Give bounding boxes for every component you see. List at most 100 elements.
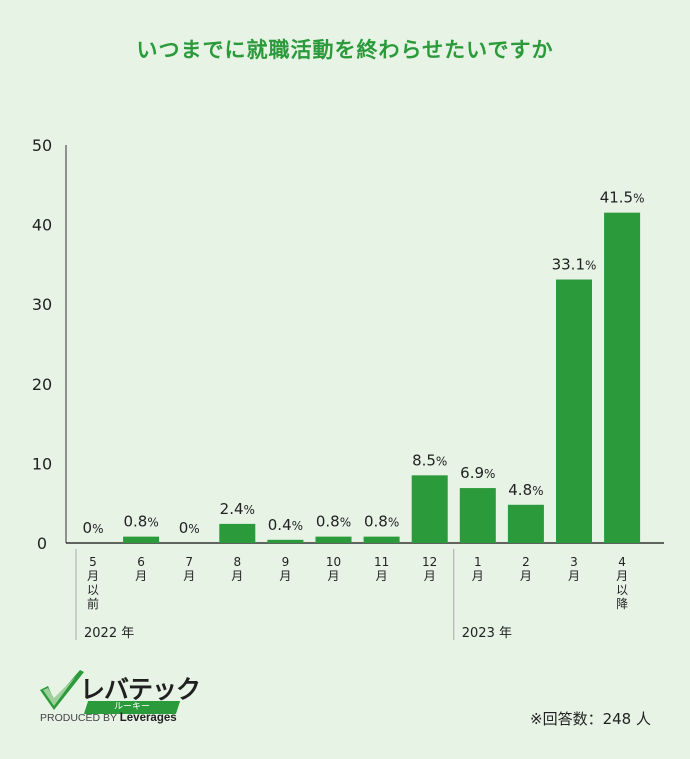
- data-label-value: 0.8: [123, 513, 147, 531]
- x-tick-line: 3: [570, 555, 578, 569]
- bar: [411, 475, 448, 543]
- data-label-suffix: %: [244, 503, 255, 517]
- data-label-suffix: %: [633, 192, 644, 206]
- checkmark-logo-icon: [40, 670, 84, 710]
- levtech-rookie-logo: レバテック ルーキー PRODUCED BY Leverages: [40, 670, 201, 730]
- x-tick-line: 前: [87, 596, 99, 611]
- bar: [363, 536, 400, 543]
- data-label-suffix: %: [92, 522, 103, 536]
- data-label-suffix: %: [585, 259, 596, 273]
- data-label-value: 0: [179, 519, 189, 537]
- x-tick-line: 月: [135, 569, 147, 583]
- data-label-suffix: %: [484, 467, 495, 481]
- data-label-value: 6.9: [460, 464, 484, 482]
- x-tick-line: 4: [618, 555, 626, 569]
- x-tick-line: 月: [183, 569, 195, 583]
- x-tick-line: 6: [137, 555, 145, 569]
- data-label: 4.8%: [508, 481, 543, 499]
- x-tick-line: 月: [424, 569, 436, 583]
- data-label-value: 0.4: [268, 516, 292, 534]
- year-group-label: 2022 年: [84, 626, 134, 641]
- x-tick-line: 月: [472, 569, 484, 583]
- x-tick-line: 月: [327, 569, 339, 583]
- data-label: 0.8%: [316, 513, 351, 531]
- data-label-suffix: %: [532, 484, 543, 498]
- data-label-suffix: %: [436, 454, 447, 468]
- data-label: 8.5%: [412, 451, 447, 469]
- data-label-suffix: %: [388, 516, 399, 530]
- x-tick-line: 月: [376, 569, 388, 583]
- data-label-suffix: %: [292, 519, 303, 533]
- bar: [459, 488, 496, 543]
- data-label-value: 4.8: [508, 481, 532, 499]
- x-tick-label: 4 月以降: [616, 555, 628, 611]
- data-label: 0%: [179, 519, 200, 537]
- data-label: 0.8%: [364, 513, 399, 531]
- x-tick-label: 5 月以前: [87, 555, 99, 611]
- x-tick-line: 12: [422, 555, 437, 569]
- data-label: 33.1%: [552, 256, 597, 274]
- bar: [315, 536, 352, 543]
- chart-title: いつまでに就職活動を終わらせたいですか: [136, 38, 554, 62]
- x-tick-line: 5: [89, 555, 97, 569]
- data-label-value: 0: [83, 519, 93, 537]
- data-label-suffix: %: [340, 516, 351, 530]
- x-tick-line: 以: [616, 583, 628, 597]
- data-label-value: 2.4: [220, 500, 244, 518]
- logo-produced-by: PRODUCED BY Leverages: [40, 712, 177, 724]
- x-tick-line: 9: [282, 555, 290, 569]
- data-label: 2.4%: [220, 500, 255, 518]
- x-tick-label: 11 月: [374, 555, 389, 583]
- x-tick-line: 月: [87, 569, 99, 583]
- bar: [219, 523, 256, 543]
- data-label: 0%: [83, 519, 104, 537]
- x-tick-line: 8: [233, 555, 241, 569]
- data-label-suffix: %: [188, 522, 199, 536]
- x-tick-line: 以: [87, 583, 99, 597]
- bar: [604, 212, 641, 543]
- x-tick-line: 1: [474, 555, 482, 569]
- x-tick-line: 月: [568, 569, 580, 583]
- y-tick-label: 0: [37, 534, 47, 553]
- y-tick-label: 10: [32, 454, 52, 473]
- x-tick-line: 7: [185, 555, 193, 569]
- company-name: Leverages: [119, 712, 177, 724]
- x-tick-line: 月: [616, 569, 628, 583]
- data-label-value: 41.5: [600, 189, 633, 207]
- year-group-label: 2023 年: [462, 626, 512, 641]
- x-tick-line: 11: [374, 555, 389, 569]
- produced-by-text: PRODUCED BY: [40, 712, 117, 724]
- x-tick-line: 2: [522, 555, 530, 569]
- logo-brand: レバテック: [80, 675, 201, 704]
- y-tick-label: 40: [32, 216, 52, 235]
- data-label: 0.8%: [123, 513, 158, 531]
- y-tick-label: 30: [32, 295, 52, 314]
- x-tick-line: 月: [520, 569, 532, 583]
- x-tick-line: 月: [231, 569, 243, 583]
- x-tick-line: 降: [616, 597, 628, 611]
- data-label: 41.5%: [600, 189, 645, 207]
- y-tick-label: 50: [32, 136, 52, 155]
- x-tick-label: 12 月: [422, 555, 437, 583]
- bar: [507, 504, 544, 543]
- x-tick-line: 月: [279, 569, 291, 583]
- data-label-value: 0.8: [364, 513, 388, 531]
- x-tick-line: 10: [326, 555, 341, 569]
- data-label: 0.4%: [268, 516, 303, 534]
- respondent-count: ※回答数：248 人: [530, 710, 651, 728]
- bar: [556, 279, 592, 543]
- y-tick-label: 20: [32, 375, 52, 394]
- data-label-value: 0.8: [316, 513, 340, 531]
- bar: [267, 539, 304, 543]
- data-label: 6.9%: [460, 464, 495, 482]
- data-label-value: 8.5: [412, 451, 436, 469]
- data-label-suffix: %: [147, 516, 158, 530]
